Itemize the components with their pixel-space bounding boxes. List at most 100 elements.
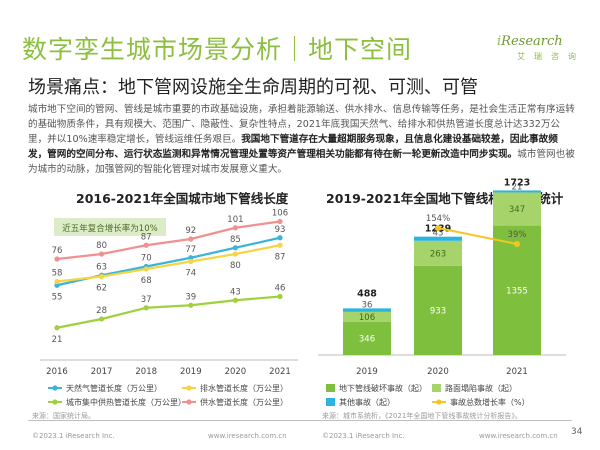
left-value-label-0-3: 77 bbox=[185, 245, 196, 255]
bar-segment-2021-1 bbox=[493, 192, 541, 226]
left-series-line-2 bbox=[56, 295, 281, 329]
left-point-2-4 bbox=[232, 297, 238, 303]
left-value-label-2-1: 28 bbox=[96, 306, 107, 316]
logo-subtitle: 艾瑞咨询 bbox=[517, 52, 585, 61]
left-point-3-0 bbox=[54, 256, 60, 262]
left-value-label-2-4: 43 bbox=[230, 287, 241, 297]
right-legend-label-1: 路面塌陷事故（起） bbox=[445, 383, 517, 393]
bar-total-label-2021: 1723 bbox=[504, 177, 530, 188]
right-legend-line-label: 事故总数增长率（%） bbox=[450, 397, 530, 407]
left-point-2-2 bbox=[143, 305, 149, 311]
body-paragraph: 城市地下空间的管网、管线是城市重要的市政基础设施，承担着能源输送、供水排水、信息… bbox=[28, 102, 576, 177]
bar-segment-2020-0 bbox=[414, 265, 462, 355]
growth-rate-label-2020: 154% bbox=[426, 214, 450, 224]
bar-value-label-2019-0: 346 bbox=[359, 334, 375, 344]
left-x-tick-2018: 2018 bbox=[135, 367, 157, 377]
left-legend-dot-2 bbox=[52, 399, 58, 405]
left-series-line-3 bbox=[56, 220, 281, 261]
left-value-label-2-3: 39 bbox=[185, 292, 196, 302]
bar-segment-2019-1 bbox=[343, 311, 391, 322]
body-text-bold: 我国地下管道存在大量超期服务现象，且信息化建设基础较差，因此事故频发，管网的空间… bbox=[28, 134, 558, 160]
left-point-3-5 bbox=[277, 218, 283, 225]
body-text-2: 城市管网也被为城市的动脉，加强管网的智能化管理对城市发展意义重大。 bbox=[28, 149, 575, 175]
right-legend-swatch-0 bbox=[326, 384, 335, 392]
cagr-annotation: 近五年复合增长率为10% bbox=[62, 223, 157, 234]
right-x-tick-2019: 2019 bbox=[356, 367, 378, 377]
left-value-label-3-5: 106 bbox=[272, 209, 288, 219]
left-value-label-1-5: 87 bbox=[275, 252, 286, 262]
left-series-line-1 bbox=[56, 244, 281, 283]
left-x-tick-2020: 2020 bbox=[225, 367, 247, 377]
left-point-1-0 bbox=[54, 278, 60, 285]
bar-value-label-2021-1: 347 bbox=[509, 205, 525, 215]
left-value-label-3-0: 76 bbox=[52, 246, 63, 256]
left-point-0-0 bbox=[54, 282, 60, 288]
right-x-tick-2020: 2020 bbox=[427, 367, 449, 377]
growth-rate-label-2021: 39% bbox=[508, 230, 527, 240]
left-point-0-4 bbox=[232, 245, 238, 251]
footer-copyright-left: ©2023.1 iResearch Inc. bbox=[32, 432, 115, 440]
left-value-label-2-2: 37 bbox=[141, 295, 152, 305]
left-legend-label-0: 天然气管道长度（万公里） bbox=[66, 383, 162, 393]
left-legend-dot-3 bbox=[186, 399, 192, 405]
left-value-label-0-2: 70 bbox=[141, 254, 152, 264]
bar-segment-2020-2 bbox=[414, 236, 462, 241]
left-point-1-2 bbox=[143, 266, 149, 272]
cagr-annotation-box bbox=[54, 218, 166, 236]
left-value-label-3-1: 80 bbox=[96, 241, 107, 251]
left-value-label-1-3: 74 bbox=[185, 269, 196, 279]
left-x-tick-2016: 2016 bbox=[46, 367, 68, 377]
bar-segment-2021-2 bbox=[493, 190, 541, 193]
left-point-1-5 bbox=[277, 242, 283, 248]
left-source: 来源：国家统计局。 bbox=[32, 412, 95, 420]
right-x-tick-2021: 2021 bbox=[506, 367, 528, 377]
left-point-1-3 bbox=[188, 258, 194, 265]
bar-segment-2020-1 bbox=[414, 240, 462, 266]
left-value-label-0-4: 85 bbox=[230, 235, 241, 245]
left-value-label-3-2: 87 bbox=[141, 232, 152, 242]
bar-total-label-2019: 488 bbox=[357, 288, 377, 299]
bar-segment-2019-2 bbox=[343, 308, 391, 312]
left-value-label-1-1: 62 bbox=[96, 284, 107, 294]
page-number: 34 bbox=[571, 427, 583, 437]
bar-segment-2019-0 bbox=[343, 321, 391, 355]
left-point-2-5 bbox=[277, 293, 283, 300]
right-legend-label-2: 其他事故（起） bbox=[339, 397, 395, 407]
left-point-3-2 bbox=[143, 242, 149, 248]
right-legend-swatch-1 bbox=[432, 384, 441, 392]
left-point-1-1 bbox=[99, 273, 105, 280]
body-text-1: 城市地下空间的管网、管线是城市重要的市政基础设施，承担着能源输送、供水排水、信息… bbox=[28, 104, 575, 145]
left-chart-title: 2016-2021年全国城市地下管线长度 bbox=[76, 191, 289, 206]
page-title: 数字孪生城市场景分析｜地下空间 bbox=[22, 35, 413, 64]
left-x-tick-2017: 2017 bbox=[91, 367, 113, 377]
left-value-label-3-4: 101 bbox=[227, 215, 243, 225]
left-legend-label-1: 排水管道长度（万公里） bbox=[200, 383, 288, 393]
left-value-label-3-3: 92 bbox=[185, 226, 196, 236]
left-point-2-0 bbox=[54, 325, 60, 331]
bar-value-label-2019-2: 36 bbox=[362, 300, 373, 310]
left-point-2-1 bbox=[99, 316, 105, 322]
logo-wordmark: iResearch bbox=[497, 34, 579, 49]
left-point-3-4 bbox=[232, 225, 238, 231]
bar-value-label-2020-1: 263 bbox=[430, 249, 446, 259]
bar-value-label-2021-0: 1355 bbox=[506, 286, 528, 296]
bar-value-label-2020-0: 933 bbox=[430, 306, 446, 316]
footer-copyright-right: ©2023.1 iResearch Inc. bbox=[322, 432, 405, 440]
bar-value-label-2021-2: 21 bbox=[512, 182, 523, 192]
footer-url-right: www.iresearch.com.cn bbox=[479, 432, 558, 440]
left-value-label-0-5: 93 bbox=[275, 225, 286, 235]
right-legend-swatch-2 bbox=[326, 398, 335, 406]
bar-segment-2021-0 bbox=[493, 225, 541, 355]
bar-value-label-2020-2: 43 bbox=[433, 229, 444, 239]
footer-divider bbox=[28, 420, 572, 421]
right-source: 来源：城市系统析，《2021年全国地下管线事故统计分析报告》。 bbox=[322, 412, 522, 420]
footer-url-left: www.iresearch.com.cn bbox=[208, 432, 287, 440]
logo-i: i bbox=[497, 34, 502, 49]
left-value-label-2-5: 46 bbox=[275, 284, 286, 294]
left-legend-dot-0 bbox=[52, 385, 58, 391]
growth-rate-point-2020 bbox=[435, 225, 441, 231]
iresearch-logo: iResearch 艾瑞咨询 bbox=[497, 34, 579, 62]
bar-value-label-2019-1: 106 bbox=[359, 313, 375, 323]
right-legend-line-dot bbox=[436, 399, 442, 405]
